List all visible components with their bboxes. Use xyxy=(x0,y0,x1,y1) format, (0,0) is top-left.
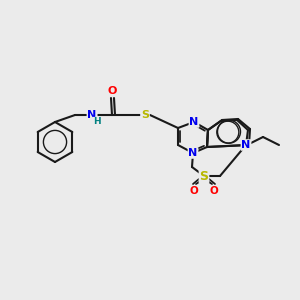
Text: N: N xyxy=(242,140,250,150)
Text: N: N xyxy=(87,110,97,120)
Text: N: N xyxy=(188,148,198,158)
Text: O: O xyxy=(107,86,117,96)
Text: S: S xyxy=(141,110,149,120)
Text: O: O xyxy=(210,186,218,196)
Text: H: H xyxy=(93,118,100,127)
Text: N: N xyxy=(189,117,199,127)
Text: S: S xyxy=(200,169,208,182)
Text: O: O xyxy=(190,186,198,196)
